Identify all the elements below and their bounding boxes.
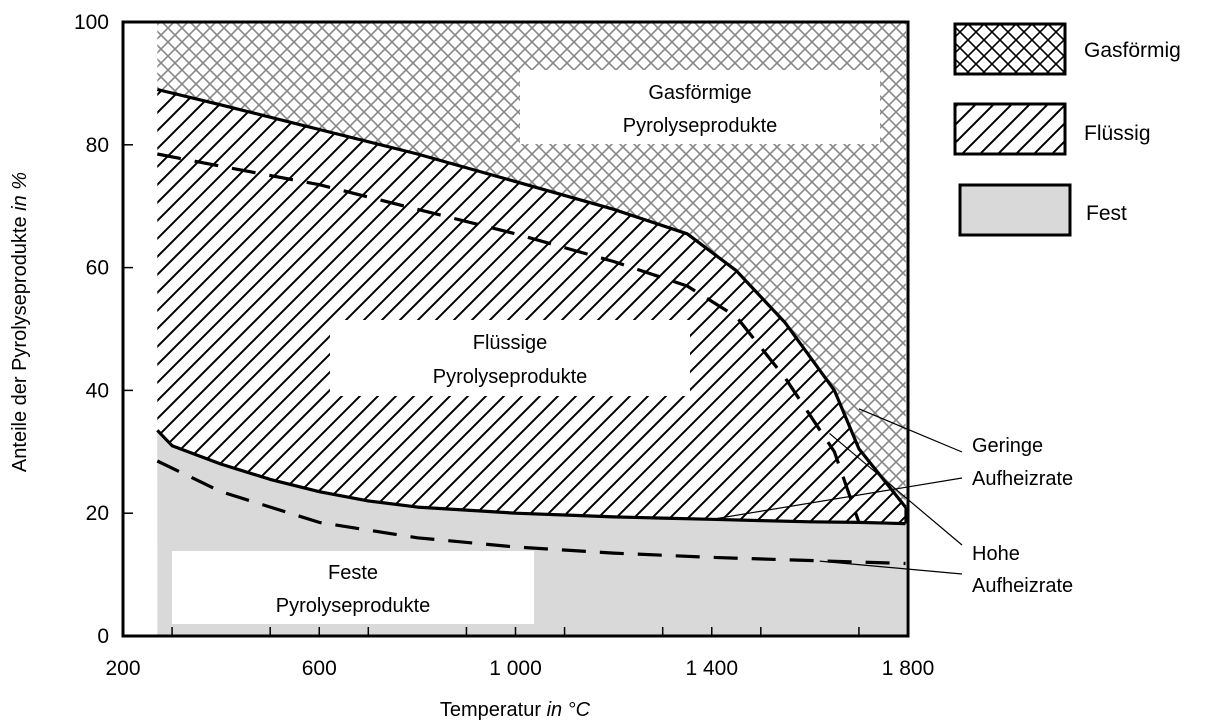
annotation-high-rate-line1: Hohe bbox=[972, 543, 1020, 565]
legend-swatch-liquid bbox=[953, 102, 1067, 156]
x-axis-title-text: Temperatur bbox=[440, 699, 541, 721]
annotation-leader-line-3 bbox=[819, 560, 963, 575]
x-tick-label: 1 400 bbox=[685, 657, 738, 680]
annotation-leader-line-0 bbox=[858, 408, 963, 453]
gas-region-label-line2: Pyrolyseprodukte bbox=[623, 115, 778, 137]
y-tick-label: 40 bbox=[86, 379, 109, 402]
leader-layer bbox=[711, 408, 963, 575]
x-tick-label: 1 000 bbox=[489, 657, 542, 680]
series-layer bbox=[156, 87, 908, 566]
y-tick-label: 20 bbox=[86, 502, 109, 525]
y-axis-title-text: Anteile der Pyrolyseprodukte bbox=[9, 216, 31, 472]
series-line-1-solid bbox=[156, 87, 907, 509]
legend-swatch-solid bbox=[958, 183, 1072, 237]
legend-label-liquid: Flüssig bbox=[1084, 122, 1151, 145]
liquid-region bbox=[157, 89, 906, 524]
legend: Gasförmig Flüssig Fest bbox=[953, 22, 1181, 237]
y-axis-title-unit: in % bbox=[9, 172, 31, 211]
x-axis-title-unit: in °C bbox=[547, 699, 591, 721]
x-tick-label: 1 800 bbox=[882, 657, 935, 680]
y-tick-label: 0 bbox=[97, 625, 109, 648]
liquid-region-label-line1: Flüssige bbox=[473, 332, 547, 354]
x-tick-label: 200 bbox=[105, 657, 140, 680]
y-tick-label: 80 bbox=[86, 134, 109, 157]
gas-label-box bbox=[520, 70, 880, 144]
solid-region-label-line2: Pyrolyseprodukte bbox=[276, 595, 431, 617]
legend-swatch-gas bbox=[953, 22, 1067, 76]
annotation-high-rate-line2: Aufheizrate bbox=[972, 575, 1073, 597]
x-tick-label: 600 bbox=[302, 657, 337, 680]
annotation-low-rate-line1: Geringe bbox=[972, 435, 1043, 457]
annotation-low-rate-line2: Aufheizrate bbox=[972, 468, 1073, 490]
solid-label-box bbox=[172, 551, 534, 624]
solid-region-label-line1: Feste bbox=[328, 562, 378, 584]
x-axis-title: Temperatur in °C bbox=[440, 699, 591, 721]
annotation-leader-line-1 bbox=[711, 477, 963, 520]
legend-label-gas: Gasförmig bbox=[1084, 39, 1181, 62]
legend-label-solid: Fest bbox=[1086, 202, 1127, 225]
y-tick-label: 100 bbox=[74, 11, 109, 34]
liquid-region-label-line2: Pyrolyseprodukte bbox=[433, 366, 588, 388]
series-line-3-dashed bbox=[156, 152, 861, 523]
y-tick-label: 60 bbox=[86, 257, 109, 280]
y-axis-title: Anteile der Pyrolyseprodukte in % bbox=[9, 172, 31, 472]
axis-layer: 200 600 1 000 1 400 1 800 0 20 40 60 80 100 bbox=[74, 11, 934, 680]
annotation-leader-line-2 bbox=[829, 432, 963, 546]
liquid-label-box bbox=[330, 320, 690, 396]
gas-region-label-line1: Gasförmige bbox=[648, 82, 751, 104]
series-line-0-solid bbox=[156, 429, 906, 526]
